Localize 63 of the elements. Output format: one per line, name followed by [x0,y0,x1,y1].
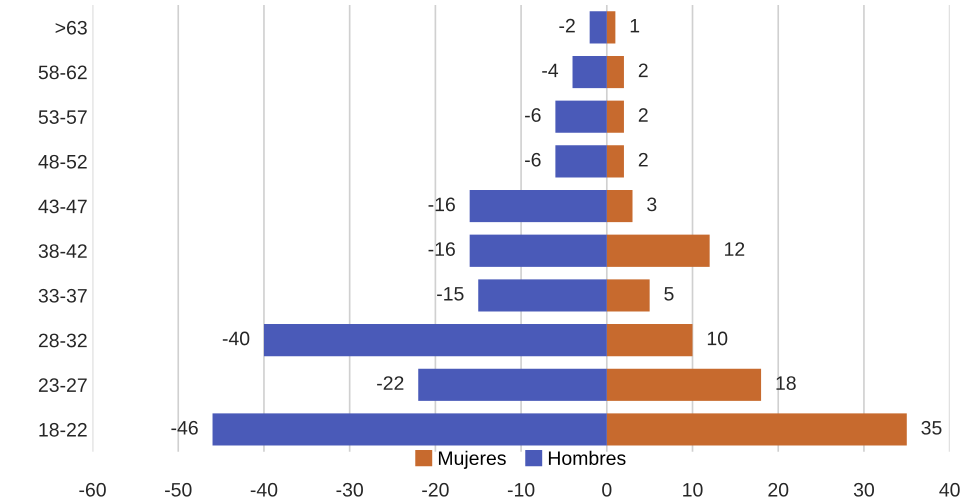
y-tick-label: 18-22 [39,422,87,437]
bar [555,145,607,178]
bar [212,413,607,446]
data-label: -46 [171,420,198,435]
bar [606,145,624,178]
bar [418,368,607,401]
y-tick-label: 53-57 [38,110,87,124]
data-label: 2 [638,63,648,78]
data-label: -40 [222,332,250,346]
legend-label: Hombres [548,450,626,466]
data-label: 10 [708,332,728,346]
data-label: 18 [776,376,796,390]
x-tick-label: -20 [422,482,449,497]
bar [606,234,710,267]
bar [606,11,616,44]
bar [606,413,907,446]
x-tick-label: 0 [602,482,612,497]
y-tick-label: 23-27 [38,378,87,392]
bar [606,56,624,88]
bar [606,324,693,356]
bar [606,279,650,312]
data-label: 3 [647,198,656,212]
x-tick-label: 10 [683,482,703,497]
data-label: -22 [377,376,404,390]
data-label: 5 [664,287,674,301]
x-tick-label: -50 [165,482,192,497]
y-tick-label: 48-52 [38,154,87,169]
data-label: -6 [525,108,541,122]
x-tick-label: -10 [508,482,534,497]
data-label: 35 [921,420,942,435]
data-label: -4 [542,64,558,78]
bar [590,11,607,44]
y-tick-label: >63 [56,20,87,35]
y-tick-label: 33-37 [38,288,87,303]
bar [470,234,607,267]
data-label: -6 [525,152,541,167]
bar [606,368,762,401]
bar [606,100,624,133]
x-tick-label: 20 [768,482,788,497]
legend-label: Mujeres [438,450,506,469]
data-label: 2 [638,108,648,122]
data-label: 1 [630,19,640,32]
x-tick-label: -60 [79,482,106,497]
y-tick-label: 58-62 [38,66,87,80]
data-label: -16 [428,242,455,256]
data-label: 2 [638,152,648,166]
bar [606,190,633,222]
x-tick-label: 40 [939,482,960,497]
y-tick-label: 38-42 [38,244,87,258]
data-label: -16 [428,198,455,212]
y-tick-label: 28-32 [38,334,87,348]
bar [264,324,607,356]
data-label: 12 [725,242,744,256]
bar [478,279,607,312]
x-tick-label: -40 [250,482,278,497]
x-tick-label: -30 [336,482,363,497]
data-label: -15 [437,287,464,301]
bar [572,56,607,88]
y-tick-label: 43-47 [38,200,87,214]
x-tick-label: 30 [854,482,874,497]
bar [555,100,607,133]
data-label: -2 [559,18,575,32]
bar [470,190,607,222]
